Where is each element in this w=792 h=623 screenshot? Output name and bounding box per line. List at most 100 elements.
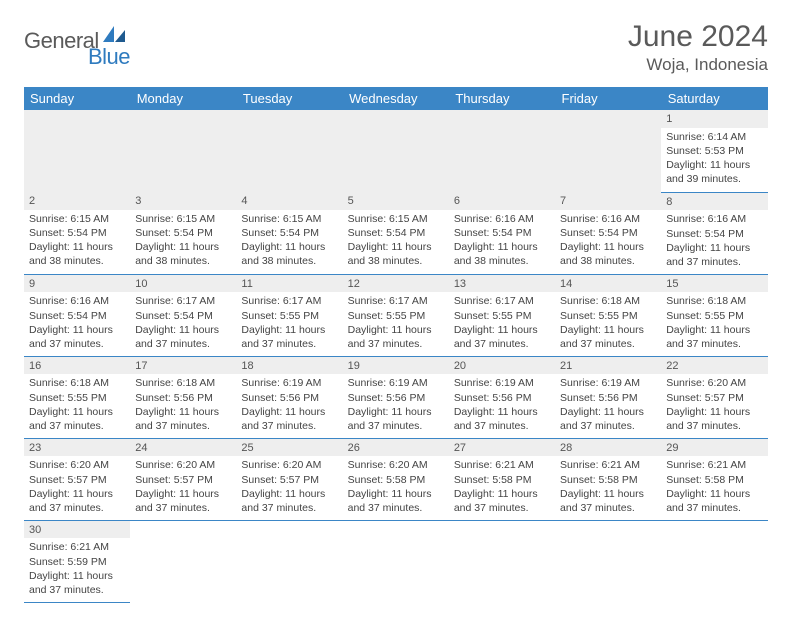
sunset-line: Sunset: 5:56 PM bbox=[348, 391, 444, 405]
sunrise-line: Sunrise: 6:18 AM bbox=[666, 294, 762, 308]
sunrise-line: Sunrise: 6:18 AM bbox=[135, 376, 231, 390]
day-number: 28 bbox=[555, 439, 661, 457]
calendar-row: 23Sunrise: 6:20 AMSunset: 5:57 PMDayligh… bbox=[24, 438, 768, 520]
location-label: Woja, Indonesia bbox=[628, 55, 768, 75]
sunrise-line: Sunrise: 6:17 AM bbox=[348, 294, 444, 308]
daylight-line: Daylight: 11 hours and 38 minutes. bbox=[29, 240, 125, 268]
daylight-line: Daylight: 11 hours and 37 minutes. bbox=[135, 323, 231, 351]
day-cell: 27Sunrise: 6:21 AMSunset: 5:58 PMDayligh… bbox=[449, 438, 555, 520]
day-details: Sunrise: 6:17 AMSunset: 5:54 PMDaylight:… bbox=[130, 292, 236, 355]
daylight-line: Daylight: 11 hours and 37 minutes. bbox=[241, 487, 337, 515]
day-cell: 3Sunrise: 6:15 AMSunset: 5:54 PMDaylight… bbox=[130, 192, 236, 274]
sunset-line: Sunset: 5:55 PM bbox=[241, 309, 337, 323]
day-cell: 18Sunrise: 6:19 AMSunset: 5:56 PMDayligh… bbox=[236, 356, 342, 438]
daylight-line: Daylight: 11 hours and 37 minutes. bbox=[135, 405, 231, 433]
day-details: Sunrise: 6:15 AMSunset: 5:54 PMDaylight:… bbox=[236, 210, 342, 273]
day-cell: 29Sunrise: 6:21 AMSunset: 5:58 PMDayligh… bbox=[661, 438, 767, 520]
sunrise-line: Sunrise: 6:15 AM bbox=[29, 212, 125, 226]
daylight-line: Daylight: 11 hours and 37 minutes. bbox=[29, 487, 125, 515]
empty-cell bbox=[130, 110, 236, 192]
daylight-line: Daylight: 11 hours and 37 minutes. bbox=[29, 323, 125, 351]
daylight-line: Daylight: 11 hours and 37 minutes. bbox=[348, 323, 444, 351]
empty-cell bbox=[343, 520, 449, 602]
sunset-line: Sunset: 5:58 PM bbox=[454, 473, 550, 487]
day-number: 22 bbox=[661, 357, 767, 375]
sunset-line: Sunset: 5:58 PM bbox=[666, 473, 762, 487]
header: General June 2024 Woja, Indonesia bbox=[24, 20, 768, 75]
day-details: Sunrise: 6:17 AMSunset: 5:55 PMDaylight:… bbox=[343, 292, 449, 355]
day-details: Sunrise: 6:15 AMSunset: 5:54 PMDaylight:… bbox=[343, 210, 449, 273]
sunrise-line: Sunrise: 6:15 AM bbox=[348, 212, 444, 226]
weekday-header: Wednesday bbox=[343, 87, 449, 110]
day-number: 30 bbox=[24, 521, 130, 539]
day-number: 29 bbox=[661, 439, 767, 457]
empty-cell bbox=[130, 520, 236, 602]
daylight-line: Daylight: 11 hours and 37 minutes. bbox=[560, 323, 656, 351]
day-number: 12 bbox=[343, 275, 449, 293]
sunrise-line: Sunrise: 6:16 AM bbox=[29, 294, 125, 308]
empty-cell bbox=[236, 520, 342, 602]
daylight-line: Daylight: 11 hours and 37 minutes. bbox=[666, 405, 762, 433]
day-details: Sunrise: 6:16 AMSunset: 5:54 PMDaylight:… bbox=[24, 292, 130, 355]
sunset-line: Sunset: 5:56 PM bbox=[454, 391, 550, 405]
daylight-line: Daylight: 11 hours and 37 minutes. bbox=[454, 487, 550, 515]
day-number: 20 bbox=[449, 357, 555, 375]
sunrise-line: Sunrise: 6:17 AM bbox=[241, 294, 337, 308]
day-cell: 23Sunrise: 6:20 AMSunset: 5:57 PMDayligh… bbox=[24, 438, 130, 520]
daylight-line: Daylight: 11 hours and 37 minutes. bbox=[666, 241, 762, 269]
day-details: Sunrise: 6:14 AMSunset: 5:53 PMDaylight:… bbox=[661, 128, 767, 191]
daylight-line: Daylight: 11 hours and 37 minutes. bbox=[666, 323, 762, 351]
day-details: Sunrise: 6:20 AMSunset: 5:57 PMDaylight:… bbox=[130, 456, 236, 519]
day-cell: 8Sunrise: 6:16 AMSunset: 5:54 PMDaylight… bbox=[661, 192, 767, 274]
day-number: 3 bbox=[130, 192, 236, 210]
sunrise-line: Sunrise: 6:20 AM bbox=[29, 458, 125, 472]
day-details: Sunrise: 6:18 AMSunset: 5:55 PMDaylight:… bbox=[555, 292, 661, 355]
day-cell: 4Sunrise: 6:15 AMSunset: 5:54 PMDaylight… bbox=[236, 192, 342, 274]
empty-cell bbox=[661, 520, 767, 602]
daylight-line: Daylight: 11 hours and 37 minutes. bbox=[135, 487, 231, 515]
day-cell: 1Sunrise: 6:14 AMSunset: 5:53 PMDaylight… bbox=[661, 110, 767, 192]
day-number: 14 bbox=[555, 275, 661, 293]
day-details: Sunrise: 6:16 AMSunset: 5:54 PMDaylight:… bbox=[449, 210, 555, 273]
sunrise-line: Sunrise: 6:19 AM bbox=[241, 376, 337, 390]
weekday-header-row: SundayMondayTuesdayWednesdayThursdayFrid… bbox=[24, 87, 768, 110]
weekday-header: Thursday bbox=[449, 87, 555, 110]
day-details: Sunrise: 6:16 AMSunset: 5:54 PMDaylight:… bbox=[661, 210, 767, 273]
day-cell: 17Sunrise: 6:18 AMSunset: 5:56 PMDayligh… bbox=[130, 356, 236, 438]
sunset-line: Sunset: 5:54 PM bbox=[135, 226, 231, 240]
sunrise-line: Sunrise: 6:20 AM bbox=[348, 458, 444, 472]
sunrise-line: Sunrise: 6:21 AM bbox=[666, 458, 762, 472]
day-number: 17 bbox=[130, 357, 236, 375]
logo-text-blue: Blue bbox=[88, 44, 130, 69]
day-cell: 12Sunrise: 6:17 AMSunset: 5:55 PMDayligh… bbox=[343, 274, 449, 356]
day-number: 26 bbox=[343, 439, 449, 457]
day-cell: 30Sunrise: 6:21 AMSunset: 5:59 PMDayligh… bbox=[24, 520, 130, 602]
empty-cell bbox=[236, 110, 342, 192]
daylight-line: Daylight: 11 hours and 39 minutes. bbox=[666, 158, 762, 186]
sunrise-line: Sunrise: 6:14 AM bbox=[666, 130, 762, 144]
empty-cell bbox=[555, 110, 661, 192]
sunset-line: Sunset: 5:54 PM bbox=[29, 309, 125, 323]
sunset-line: Sunset: 5:55 PM bbox=[454, 309, 550, 323]
sunrise-line: Sunrise: 6:19 AM bbox=[348, 376, 444, 390]
sunset-line: Sunset: 5:57 PM bbox=[241, 473, 337, 487]
day-cell: 9Sunrise: 6:16 AMSunset: 5:54 PMDaylight… bbox=[24, 274, 130, 356]
day-cell: 5Sunrise: 6:15 AMSunset: 5:54 PMDaylight… bbox=[343, 192, 449, 274]
day-details: Sunrise: 6:20 AMSunset: 5:57 PMDaylight:… bbox=[24, 456, 130, 519]
sunset-line: Sunset: 5:54 PM bbox=[135, 309, 231, 323]
day-details: Sunrise: 6:21 AMSunset: 5:58 PMDaylight:… bbox=[449, 456, 555, 519]
day-cell: 22Sunrise: 6:20 AMSunset: 5:57 PMDayligh… bbox=[661, 356, 767, 438]
calendar-row: 1Sunrise: 6:14 AMSunset: 5:53 PMDaylight… bbox=[24, 110, 768, 192]
daylight-line: Daylight: 11 hours and 37 minutes. bbox=[454, 405, 550, 433]
day-details: Sunrise: 6:20 AMSunset: 5:57 PMDaylight:… bbox=[236, 456, 342, 519]
sunset-line: Sunset: 5:59 PM bbox=[29, 555, 125, 569]
daylight-line: Daylight: 11 hours and 38 minutes. bbox=[560, 240, 656, 268]
day-number: 15 bbox=[661, 275, 767, 293]
sunrise-line: Sunrise: 6:21 AM bbox=[560, 458, 656, 472]
sunset-line: Sunset: 5:55 PM bbox=[29, 391, 125, 405]
day-number: 8 bbox=[661, 193, 767, 211]
month-title: June 2024 bbox=[628, 20, 768, 53]
daylight-line: Daylight: 11 hours and 37 minutes. bbox=[241, 323, 337, 351]
weekday-header: Saturday bbox=[661, 87, 767, 110]
day-details: Sunrise: 6:19 AMSunset: 5:56 PMDaylight:… bbox=[343, 374, 449, 437]
